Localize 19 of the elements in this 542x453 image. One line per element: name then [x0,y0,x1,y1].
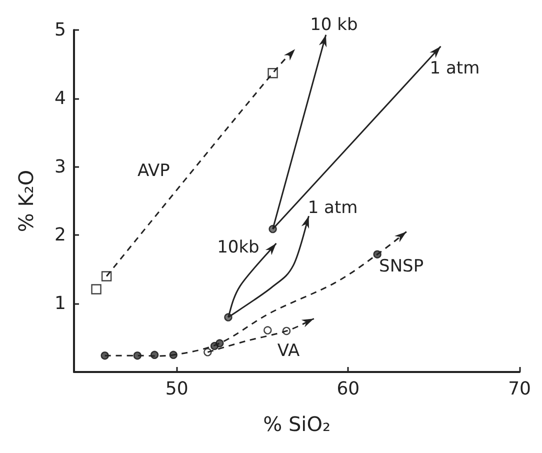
y-tick-label: 4 [54,88,66,109]
x-tick-label: 60 [336,378,360,400]
annotation: 1 atm [430,58,480,78]
y-axis-title: % K₂O [14,170,38,232]
point [91,284,102,294]
y-tick-label: 5 [54,20,66,40]
y-tick-label: 2 [54,224,66,246]
annotation: AVP [137,160,170,181]
y-tick-label: 1 [54,293,66,314]
x-tick-label: 50 [165,378,188,400]
annotation: 10 kb [310,14,358,35]
annotation: VA [277,340,300,361]
y-tick-label: 3 [54,156,66,178]
annotation: 10kb [217,237,260,258]
x-tick-label: 70 [508,378,531,400]
annotation: SNSP [379,256,424,276]
x-axis-title: % SiO₂ [263,412,330,436]
annotation: 1 atm [308,198,358,218]
point [264,326,272,334]
